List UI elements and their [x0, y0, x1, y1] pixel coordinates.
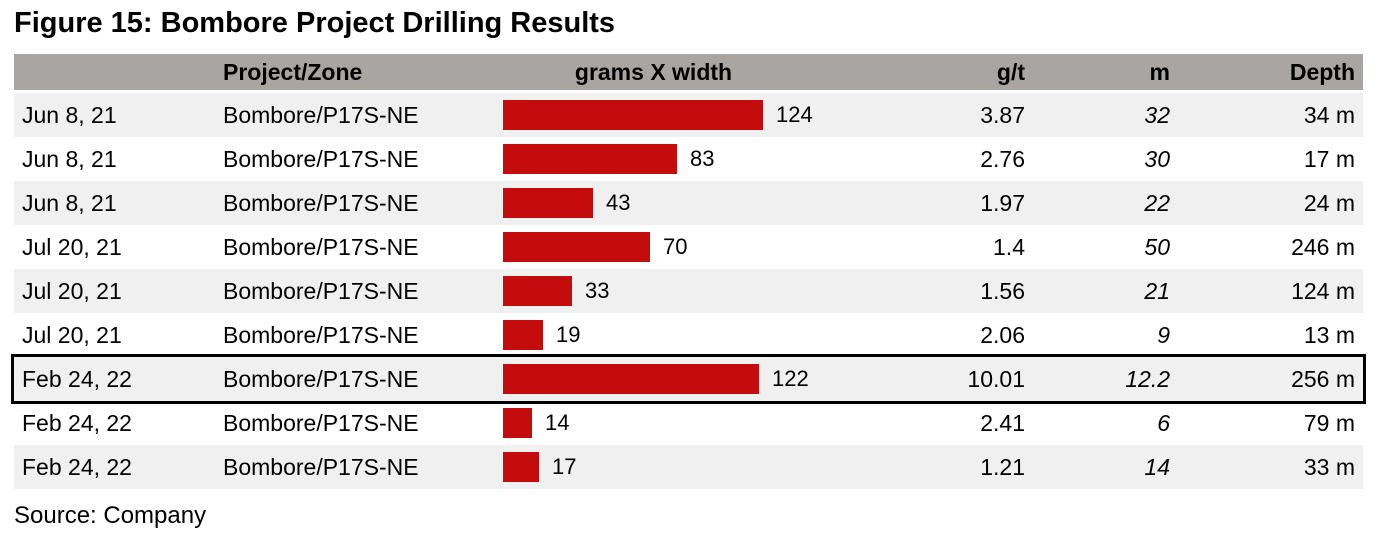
table-row: Jul 20, 21 Bombore/P17S-NE 70 1.4 50 246…	[14, 225, 1363, 269]
grams-x-width-cell: 83	[503, 137, 804, 181]
depth-cell: 256 m	[1291, 365, 1355, 392]
bar-value-label: 14	[545, 410, 570, 435]
width-m-cell: 50	[1144, 233, 1170, 260]
date-cell: Feb 24, 22	[22, 453, 132, 480]
grams-x-width-cell: 122	[503, 357, 809, 401]
bar-value-label: 17	[552, 454, 577, 479]
project-zone-cell: Bombore/P17S-NE	[223, 453, 419, 480]
grams-x-width-cell: 14	[503, 401, 804, 445]
date-cell: Jul 20, 21	[22, 233, 122, 260]
table-row: Jul 20, 21 Bombore/P17S-NE 19 2.06 9 13 …	[14, 313, 1363, 357]
table-row: Jun 8, 21 Bombore/P17S-NE 124 3.87 32 34…	[14, 93, 1363, 137]
grade-gt-cell: 1.56	[980, 277, 1025, 304]
bar-value-label: 124	[776, 102, 813, 127]
grade-width-bar	[503, 232, 650, 262]
date-cell: Jun 8, 21	[22, 101, 117, 128]
date-cell: Jul 20, 21	[22, 277, 122, 304]
depth-cell: 17 m	[1303, 145, 1355, 172]
col-header-grade-gt: g/t	[996, 58, 1025, 85]
col-header-grams-x-width: grams X width	[574, 58, 733, 85]
width-m-cell: 6	[1157, 409, 1170, 436]
width-m-cell: 22	[1144, 189, 1170, 216]
col-header-project-zone: Project/Zone	[223, 58, 363, 85]
bar-value-label: 19	[556, 322, 581, 347]
grade-width-bar	[503, 452, 539, 482]
col-header-width-m: m	[1149, 58, 1170, 85]
grade-gt-cell: 2.06	[980, 321, 1025, 348]
figure-title: Figure 15: Bombore Project Drilling Resu…	[14, 7, 616, 39]
source-note: Source: Company	[14, 502, 207, 529]
grade-gt-cell: 1.21	[980, 453, 1025, 480]
depth-cell: 33 m	[1303, 453, 1355, 480]
project-zone-cell: Bombore/P17S-NE	[223, 365, 419, 392]
bar-value-label: 33	[585, 278, 610, 303]
table-header-row: Project/Zone grams X width g/t m Depth	[14, 54, 1363, 90]
col-header-depth: Depth	[1289, 58, 1355, 85]
depth-cell: 13 m	[1303, 321, 1355, 348]
grade-gt-cell: 1.4	[993, 233, 1025, 260]
grams-x-width-cell: 124	[503, 93, 813, 137]
depth-cell: 246 m	[1291, 233, 1355, 260]
width-m-cell: 9	[1157, 321, 1170, 348]
table-row: Jun 8, 21 Bombore/P17S-NE 83 2.76 30 17 …	[14, 137, 1363, 181]
grade-width-bar	[503, 364, 759, 394]
grade-width-bar	[503, 276, 572, 306]
grade-gt-cell: 2.76	[980, 145, 1025, 172]
project-zone-cell: Bombore/P17S-NE	[223, 321, 419, 348]
width-m-cell: 14	[1144, 453, 1170, 480]
table-row: Feb 24, 22 Bombore/P17S-NE 14 2.41 6 79 …	[14, 401, 1363, 445]
grams-x-width-cell: 33	[503, 269, 804, 313]
width-m-cell: 12.2	[1125, 365, 1170, 392]
grade-gt-cell: 2.41	[980, 409, 1025, 436]
grams-x-width-cell: 19	[503, 313, 804, 357]
grade-gt-cell: 1.97	[980, 189, 1025, 216]
date-cell: Jul 20, 21	[22, 321, 122, 348]
grade-gt-cell: 10.01	[967, 365, 1025, 392]
depth-cell: 24 m	[1303, 189, 1355, 216]
bar-value-label: 43	[606, 190, 631, 215]
figure-page: Figure 15: Bombore Project Drilling Resu…	[0, 6, 1396, 543]
width-m-cell: 32	[1144, 101, 1170, 128]
project-zone-cell: Bombore/P17S-NE	[223, 277, 419, 304]
table-row: Jul 20, 21 Bombore/P17S-NE 33 1.56 21 12…	[14, 269, 1363, 313]
rows-container: Jun 8, 21 Bombore/P17S-NE 124 3.87 32 34…	[11, 93, 1366, 489]
table-row: Jun 8, 21 Bombore/P17S-NE 43 1.97 22 24 …	[14, 181, 1363, 225]
bar-value-label: 70	[663, 234, 688, 259]
drilling-results-table: Project/Zone grams X width g/t m Depth J…	[11, 54, 1366, 489]
table-row: Feb 24, 22 Bombore/P17S-NE 17 1.21 14 33…	[14, 445, 1363, 489]
project-zone-cell: Bombore/P17S-NE	[223, 101, 419, 128]
grams-x-width-cell: 17	[503, 445, 804, 489]
table-row: Feb 24, 22 Bombore/P17S-NE 122 10.01 12.…	[11, 354, 1366, 404]
depth-cell: 34 m	[1303, 101, 1355, 128]
grade-width-bar	[503, 100, 763, 130]
bar-value-label: 83	[690, 146, 715, 171]
grams-x-width-cell: 43	[503, 181, 804, 225]
depth-cell: 79 m	[1303, 409, 1355, 436]
grade-width-bar	[503, 408, 532, 438]
project-zone-cell: Bombore/P17S-NE	[223, 145, 419, 172]
width-m-cell: 21	[1144, 277, 1170, 304]
bar-value-label: 122	[772, 366, 809, 391]
grade-width-bar	[503, 320, 543, 350]
depth-cell: 124 m	[1291, 277, 1355, 304]
date-cell: Feb 24, 22	[22, 365, 132, 392]
grade-width-bar	[503, 188, 593, 218]
date-cell: Feb 24, 22	[22, 409, 132, 436]
grade-width-bar	[503, 144, 677, 174]
project-zone-cell: Bombore/P17S-NE	[223, 189, 419, 216]
grade-gt-cell: 3.87	[980, 101, 1025, 128]
project-zone-cell: Bombore/P17S-NE	[223, 409, 419, 436]
grams-x-width-cell: 70	[503, 225, 804, 269]
width-m-cell: 30	[1144, 145, 1170, 172]
date-cell: Jun 8, 21	[22, 145, 117, 172]
project-zone-cell: Bombore/P17S-NE	[223, 233, 419, 260]
date-cell: Jun 8, 21	[22, 189, 117, 216]
